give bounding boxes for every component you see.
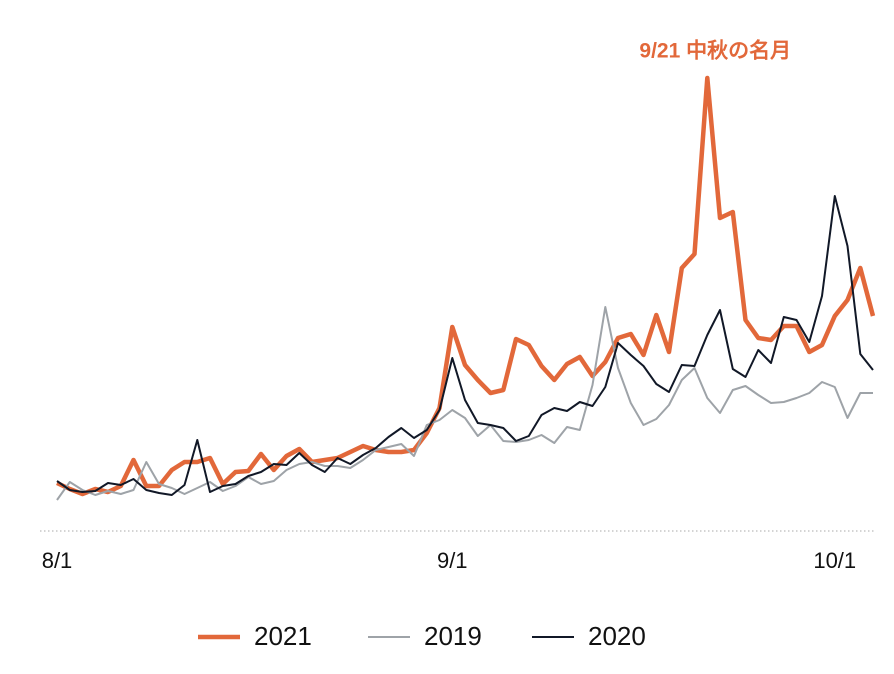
legend-label: 2019: [424, 621, 482, 651]
series-line: [56, 75, 876, 497]
series-line: [56, 306, 873, 501]
legend-label: 2020: [588, 621, 646, 651]
x-tick-label: 8/1: [42, 548, 73, 573]
annotation: 9/21 中秋の名月: [639, 39, 791, 63]
series-line: [56, 195, 874, 496]
legend-label: 2021: [254, 621, 312, 651]
x-tick-label: 9/1: [437, 548, 468, 573]
x-tick-label: 10/1: [813, 548, 856, 573]
